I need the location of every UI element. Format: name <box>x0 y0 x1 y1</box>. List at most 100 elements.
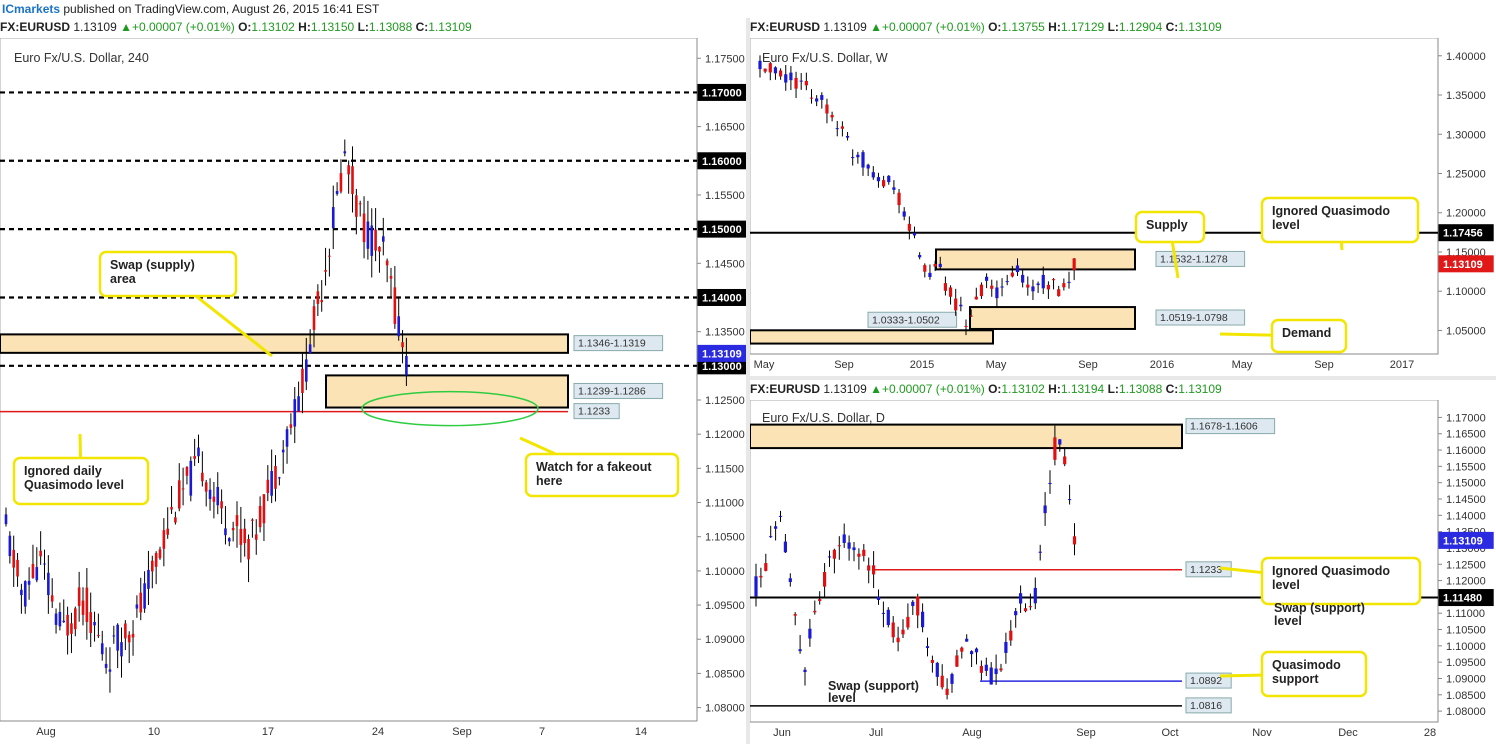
round-level-label: 1.17000 <box>702 87 742 99</box>
candle-body <box>799 80 803 82</box>
candle-body <box>254 534 258 540</box>
x-tick-label: 28 <box>1424 727 1436 739</box>
candle-body <box>1036 283 1040 286</box>
y-tick-label: 1.10500 <box>705 532 745 544</box>
y-tick-label: 1.12000 <box>1446 576 1486 588</box>
candle-body <box>43 563 46 565</box>
ignored-qm-callout-text: level <box>1272 218 1300 232</box>
candle-body <box>1009 630 1013 641</box>
candle-body <box>954 298 958 311</box>
zone-label: 1.0816 <box>1190 700 1222 712</box>
zone-label: 1.0519-1.0798 <box>1160 312 1228 324</box>
publish-header: ICmarkets published on TradingView.com, … <box>0 0 1496 18</box>
candle-body <box>204 482 208 492</box>
candle-body <box>97 634 100 637</box>
candle-body <box>77 587 81 607</box>
candle-body <box>1058 439 1062 445</box>
candle-body <box>1072 536 1077 545</box>
round-level-label: 1.15000 <box>702 224 742 236</box>
candle-body <box>965 638 969 642</box>
candle-body <box>1021 274 1025 283</box>
candle-body <box>930 659 934 663</box>
candle-body <box>1043 505 1047 514</box>
zone-label-box <box>1185 418 1276 435</box>
candle-body <box>316 291 320 304</box>
candle-body <box>918 255 922 258</box>
candle-body <box>228 538 231 542</box>
ohlc-header: FX:EURUSD 1.13109 ▲+0.00007 (+0.01%) O:1… <box>750 18 1496 36</box>
candle-body <box>355 195 358 217</box>
zone-label: 1.1532-1.1278 <box>1160 253 1228 265</box>
candle-body <box>374 229 377 251</box>
ignored-qm-callout-text: level <box>1272 578 1300 592</box>
open: 1.13102 <box>1001 382 1045 396</box>
chart-panel-h4[interactable]: FX:EURUSD 1.13109 ▲+0.00007 (+0.01%) O:1… <box>0 18 746 744</box>
chart-h4[interactable]: 1.08000 1.08500 1.09000 1.09500 1.10000 1.105… <box>0 38 746 742</box>
swap-support-low-text: Swap (support) <box>828 679 919 693</box>
brand-link[interactable]: ICmarkets <box>2 2 61 16</box>
zone-label-box <box>1155 309 1246 326</box>
candle-body <box>112 635 116 637</box>
chart-daily[interactable]: 1.08000 1.08500 1.09000 1.09500 1.10000 1.105… <box>750 400 1496 742</box>
candle-body <box>784 74 788 83</box>
candle-body <box>385 260 389 266</box>
candle-body <box>201 472 204 482</box>
candle-body <box>830 114 834 118</box>
candle-body <box>116 624 119 651</box>
last-price-tag-box <box>1438 531 1494 549</box>
y-tick-label: 1.15000 <box>1446 478 1486 490</box>
black-level-label: 1.17456 <box>1443 228 1483 240</box>
change: +0.00007 (+0.01%) <box>881 382 985 396</box>
candle-body <box>851 157 855 159</box>
candle-body <box>1031 286 1035 292</box>
candle-body <box>401 342 404 348</box>
y-tick-label: 1.14500 <box>1446 494 1486 506</box>
open: 1.13102 <box>251 20 295 34</box>
candle-body <box>27 580 31 585</box>
candle-body <box>393 287 397 324</box>
candle-body <box>397 316 400 337</box>
zone-label: 1.0892 <box>1190 675 1222 687</box>
candle-body <box>1051 279 1056 281</box>
candle-body <box>758 60 762 70</box>
candle-body <box>347 165 350 175</box>
candle-body <box>1015 265 1020 273</box>
last-price: 1.13109 <box>823 20 867 34</box>
candle-body <box>906 616 910 628</box>
candle-body <box>955 655 959 667</box>
candle-body <box>950 674 954 684</box>
candle-body <box>224 528 227 536</box>
y-tick-label: 1.17000 <box>1446 412 1486 424</box>
y-tick-label: 1.11000 <box>705 498 744 510</box>
x-tick-label: 17 <box>262 726 274 738</box>
candle-body <box>970 651 974 655</box>
candle-body <box>39 550 42 557</box>
ignored-qm-callout-text: Ignored Quasimodo <box>1272 564 1390 578</box>
candle-body <box>162 530 166 549</box>
candle-body <box>12 549 15 568</box>
candle-body <box>54 613 58 625</box>
chart-panel-weekly[interactable]: FX:EURUSD 1.13109 ▲+0.00007 (+0.01%) O:1… <box>750 18 1496 376</box>
symbol: FX:EURUSD <box>750 20 821 34</box>
y-tick-label: 1.08500 <box>1446 690 1486 702</box>
x-tick-label: 2016 <box>1150 359 1174 371</box>
x-tick-label: May <box>1232 359 1253 371</box>
candle-body <box>938 263 942 268</box>
candle-body <box>8 535 12 557</box>
y-tick-label: 1.08500 <box>705 668 745 680</box>
candle-body <box>1046 284 1050 290</box>
swap-support-text: level <box>1274 614 1302 628</box>
candle-body <box>312 306 316 330</box>
candle-body <box>331 207 335 229</box>
candle-body <box>378 246 381 252</box>
candle-body <box>943 283 947 291</box>
x-tick-label: 2015 <box>910 359 934 371</box>
candle-body <box>912 232 917 236</box>
chart-weekly[interactable]: 1.05000 1.10000 1.15000 1.20000 1.25000 1.300… <box>750 38 1496 374</box>
zone-label: 1.1346-1.1319 <box>578 338 646 350</box>
x-tick-label: Nov <box>1252 727 1272 739</box>
candle-body <box>861 152 865 168</box>
candle-body <box>1028 606 1032 608</box>
chart-panel-daily[interactable]: FX:EURUSD 1.13109 ▲+0.00007 (+0.01%) O:1… <box>750 380 1496 744</box>
chart-title: Euro Fx/U.S. Dollar, D <box>762 411 885 425</box>
